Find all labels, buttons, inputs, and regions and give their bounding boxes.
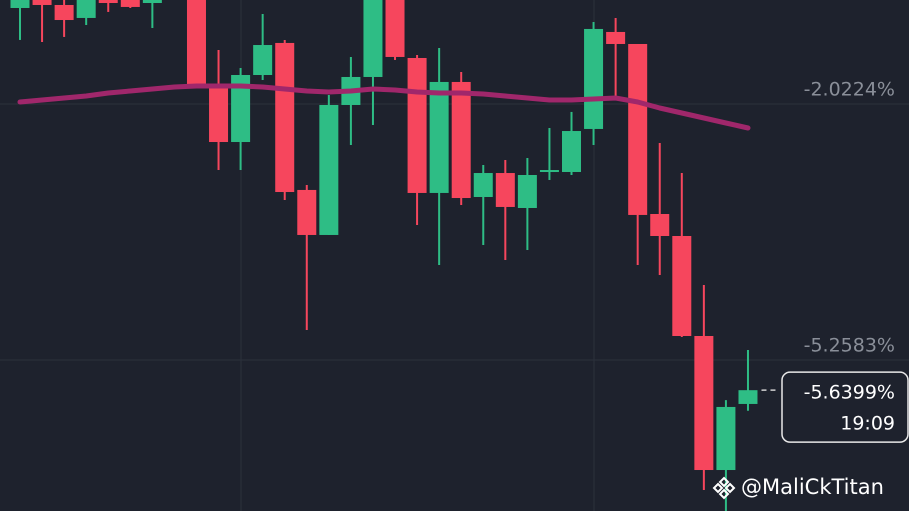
watermark-logo xyxy=(712,476,736,500)
candle-body xyxy=(142,0,162,4)
y-tick-label: -2.0224% xyxy=(804,78,895,100)
candle-body xyxy=(517,175,537,208)
candle-body xyxy=(650,214,670,236)
candle-body xyxy=(363,0,383,77)
candle-body xyxy=(407,57,427,193)
last-time-label: 19:09 xyxy=(840,413,895,435)
candle-body xyxy=(98,0,118,4)
last-price-box xyxy=(781,371,909,443)
candle-body xyxy=(628,43,648,215)
candle-body xyxy=(672,235,692,336)
candle-body xyxy=(694,335,714,471)
candle-body xyxy=(120,0,140,7)
candle-body xyxy=(54,4,74,21)
candle-body xyxy=(584,28,604,129)
candle-body xyxy=(297,189,317,235)
candle-body xyxy=(495,173,515,207)
candle-body xyxy=(738,390,758,404)
candle-body xyxy=(231,75,251,143)
candle-body xyxy=(209,84,229,143)
candle-body xyxy=(186,0,206,85)
overlay: -5.6399% 19:09 xyxy=(17,83,909,443)
candle-body xyxy=(539,170,559,173)
candle-body xyxy=(10,0,30,8)
last-price-label: -5.6399% xyxy=(804,382,895,404)
candle-body xyxy=(385,0,405,57)
candle-body xyxy=(319,104,339,235)
candle-body xyxy=(32,0,52,5)
candle-body xyxy=(429,81,449,193)
candle-body xyxy=(76,0,96,18)
moving-average-line xyxy=(17,83,751,131)
candle-body xyxy=(606,31,626,44)
watermark: @MaliCkTitan xyxy=(712,475,884,500)
candle-body xyxy=(716,406,736,471)
candle-body xyxy=(562,131,581,172)
candle-body xyxy=(473,173,493,197)
candle-body xyxy=(451,81,471,199)
candles xyxy=(10,0,758,511)
watermark-text: @MaliCkTitan xyxy=(741,475,884,499)
candle-body xyxy=(275,42,295,193)
candle-body xyxy=(253,45,273,76)
y-tick-label: -5.2583% xyxy=(804,334,895,356)
